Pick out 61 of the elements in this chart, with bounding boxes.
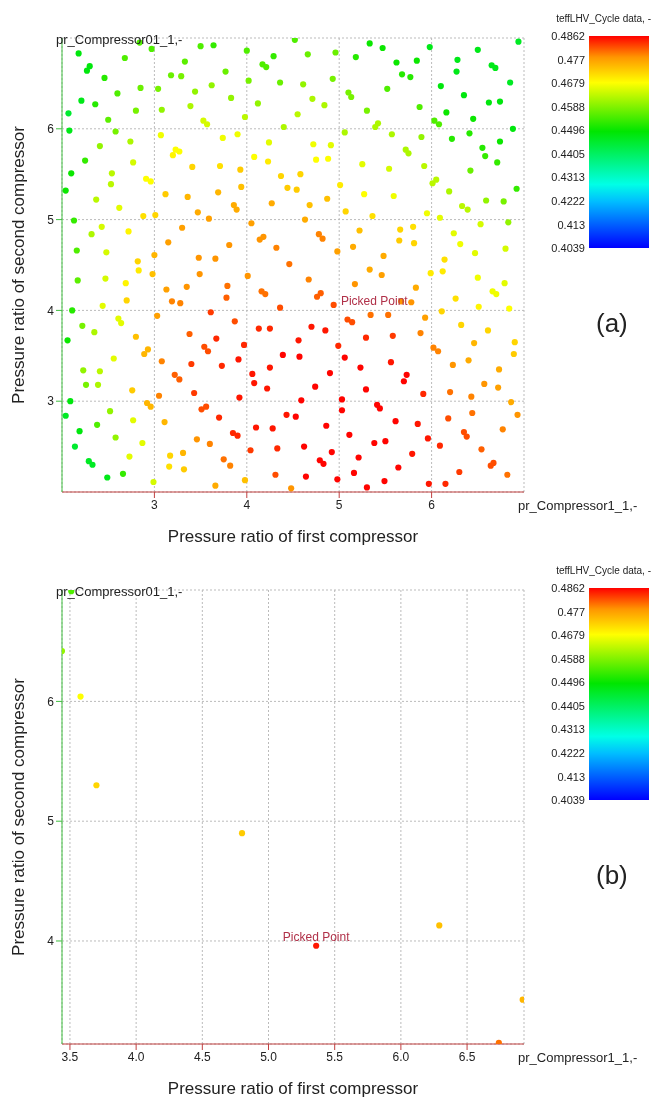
y-tick-label: 4 [47, 303, 55, 318]
colorbar: teffLHV_Cycle data, - 0.4039 0.413 0.4222 0.4313 0.4405 0.4496 0.4588 0.4679 0.477 0.4862 [523, 560, 654, 812]
color-bar-label: 0.413 [557, 218, 585, 231]
color-bar-title: teffLHV_Cycle data, - [556, 565, 651, 576]
color-bar-label: 0.4313 [551, 723, 585, 736]
x-axis-title: Pressure ratio of first compressor [167, 527, 419, 546]
color-bar-label: 0.4862 [551, 582, 585, 594]
x-tick-label: 6 [428, 497, 436, 512]
point [519, 996, 524, 1003]
y-axis-title: Pressure ratio of second compressor [9, 125, 29, 404]
color-bar-label: 0.4405 [551, 147, 585, 160]
y-tick-label: 3 [47, 394, 55, 409]
x-tick-label: 3.5 [61, 1049, 79, 1064]
color-bar-label: 0.477 [557, 605, 585, 618]
annotation: pr_Compressor01_1,- [56, 584, 183, 599]
y-tick-label: 4 [47, 934, 55, 949]
x-tick-label: 4 [243, 497, 251, 512]
color-bar-label: 0.4679 [551, 77, 585, 90]
x-tick-label: 5.0 [260, 1049, 278, 1064]
color-bar-label: 0.413 [557, 770, 585, 783]
y-axis-title: Pressure ratio of second compressor [9, 677, 29, 956]
x-tick-label: 4.5 [193, 1049, 211, 1064]
y-tick-label: 5 [47, 814, 55, 829]
x-tick-label: 3 [151, 497, 159, 512]
text: (a) [596, 308, 628, 339]
point [313, 942, 320, 949]
text: (b) [596, 860, 628, 891]
x-tick-label: 6.0 [392, 1049, 410, 1064]
point [238, 830, 246, 837]
y-tick-label: 5 [47, 212, 55, 227]
annotation: Picked Point [282, 929, 351, 944]
color-bar-label: 0.477 [557, 53, 585, 66]
color-bar-label: 0.4039 [551, 242, 585, 254]
x-tick-label: 5 [335, 497, 343, 512]
color-bar-label: 0.4588 [551, 652, 585, 665]
point [77, 693, 84, 700]
color-bar-label: 0.4496 [551, 124, 585, 137]
point [93, 782, 100, 789]
color-bar-label: 0.4222 [551, 746, 585, 759]
color-bar-label: 0.4588 [551, 100, 585, 113]
point [495, 1039, 502, 1044]
x-tick-label: 6.5 [458, 1049, 476, 1064]
x-tick-label: 4.0 [127, 1049, 145, 1064]
color-bar-label: 0.4862 [551, 30, 585, 42]
point [436, 922, 443, 929]
x-axis-title: Pressure ratio of first compressor [167, 1079, 419, 1098]
color-bar-label: 0.4039 [551, 794, 585, 806]
color-bar-label: 0.4313 [551, 171, 585, 184]
text: pr_Compressor1_1,- [518, 1050, 638, 1065]
color-bar-label: 0.4496 [551, 676, 585, 689]
colorbar: teffLHV_Cycle data, - 0.4039 0.413 0.4222 0.4313 0.4405 0.4496 0.4588 0.4679 0.477 0.4862 [523, 8, 654, 260]
y-tick-label: 6 [47, 694, 55, 709]
x-tick-label: 5.5 [326, 1049, 344, 1064]
annotation: Picked Point [340, 294, 409, 309]
annotation: pr_Compressor01_1,- [56, 32, 183, 47]
color-bar-title: teffLHV_Cycle data, - [556, 13, 651, 24]
color-bar-label: 0.4405 [551, 699, 585, 712]
text: pr_Compressor1_1,- [518, 498, 638, 513]
color-bar-label: 0.4222 [551, 194, 585, 207]
color-bar-label: 0.4679 [551, 629, 585, 642]
y-tick-label: 6 [47, 122, 55, 137]
